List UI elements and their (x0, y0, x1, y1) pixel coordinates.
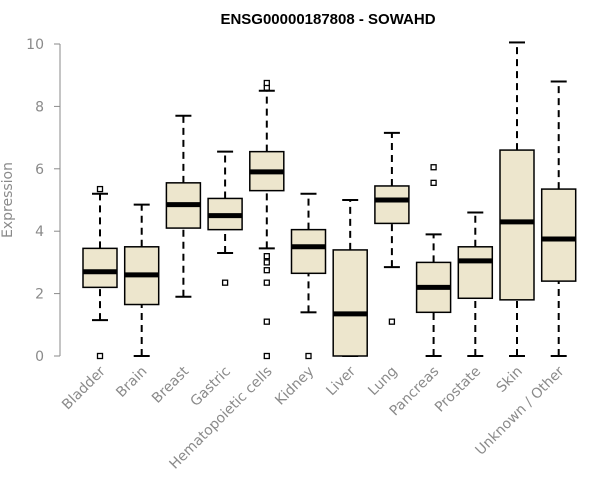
outlier-point (263, 79, 270, 87)
outlier-point (305, 352, 312, 360)
box-skin (499, 41, 535, 357)
box-hematopoietic-cells (249, 79, 285, 360)
box-body (374, 185, 410, 225)
outlier-point (263, 259, 270, 266)
y-tick-label-1: 2 (35, 287, 44, 303)
x-label-kidney: Kidney (272, 364, 317, 409)
x-label-lung: Lung (365, 364, 400, 399)
y-tick-label-5: 10 (26, 37, 44, 53)
outlier-point (221, 279, 229, 286)
box-liver (332, 199, 368, 357)
box-body (540, 188, 577, 282)
outlier-point (263, 279, 270, 286)
box-kidney (290, 192, 327, 360)
x-label-brain: Brain (113, 364, 150, 401)
x-label-skin: Skin (493, 364, 525, 396)
box-body (499, 149, 535, 301)
box-body (457, 246, 494, 300)
x-label-liver: Liver (323, 363, 359, 399)
outlier-point (430, 179, 437, 186)
box-body (82, 247, 118, 289)
outlier-point (96, 352, 104, 360)
chart-title: ENSG00000187808 - SOWAHD (220, 11, 435, 28)
y-axis-label: Expression (0, 162, 16, 238)
box-bladder (82, 185, 118, 360)
outlier-point (263, 352, 270, 360)
x-label-bladder: Bladder (59, 363, 109, 413)
y-axis: 0 2 4 6 8 10 (26, 37, 61, 365)
box-brain (123, 203, 160, 357)
box-gastric (207, 150, 243, 286)
outlier-point (430, 164, 437, 171)
x-label-breast: Breast (149, 363, 193, 407)
outlier-point (263, 253, 270, 260)
outlier-point (263, 267, 270, 274)
box-body (290, 228, 327, 275)
boxes-group (82, 41, 577, 360)
y-tick-label-0: 0 (35, 349, 44, 365)
box-pancreas (415, 164, 452, 357)
outlier-point (263, 318, 270, 325)
box-unknown-other (540, 80, 577, 357)
box-body (332, 249, 368, 357)
box-prostate (457, 211, 494, 357)
box-breast (165, 114, 202, 298)
y-tick-label-3: 6 (35, 162, 44, 178)
box-lung (374, 131, 410, 325)
y-tick-label-2: 4 (35, 224, 44, 240)
outlier-point (388, 318, 396, 325)
outlier-point (96, 185, 104, 193)
y-tick-label-4: 8 (35, 99, 44, 115)
x-label-prostate: Prostate (432, 364, 484, 416)
